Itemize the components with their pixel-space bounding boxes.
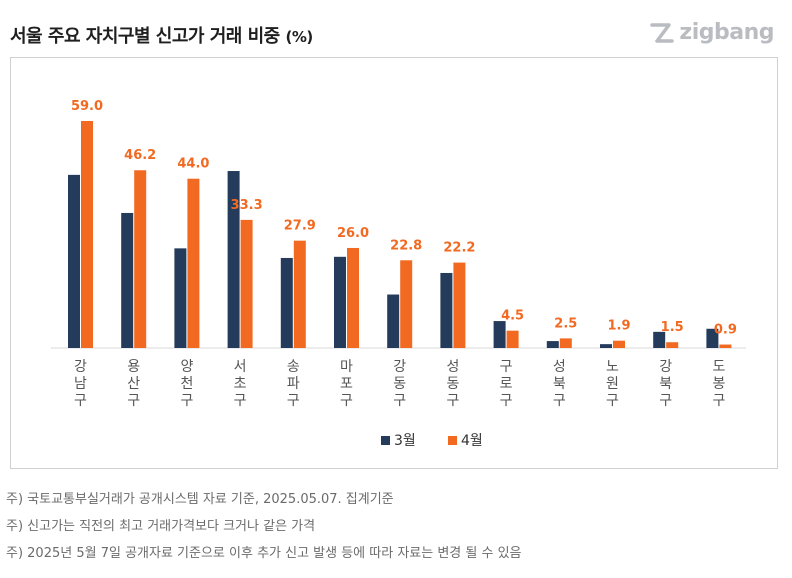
bar-march-3 — [227, 171, 240, 348]
bar-april-7 — [453, 262, 466, 348]
category-label-2-char-2: 구 — [180, 393, 193, 409]
category-label-3-char-2: 구 — [234, 393, 247, 409]
zigbang-logo-icon — [650, 22, 675, 43]
category-label-2-char-0: 양 — [180, 359, 193, 375]
category-label-5-char-1: 포 — [340, 376, 353, 392]
legend-swatch-march — [381, 436, 390, 445]
category-label-5-char-2: 구 — [340, 393, 353, 409]
data-label-april-11: 1.5 — [661, 320, 684, 335]
category-label-7-char-1: 동 — [446, 376, 459, 392]
zigbang-logo-text: zigbang — [679, 20, 774, 45]
data-label-april-9: 2.5 — [554, 316, 577, 331]
category-label-8-char-1: 로 — [500, 376, 513, 392]
footnote-disclaimer: 주) 2025년 5월 7일 공개자료 기준으로 이후 추가 신고 발생 등에 … — [6, 546, 522, 561]
footnote-definition: 주) 신고가는 직전의 최고 거래가격보다 크거나 같은 가격 — [6, 519, 316, 534]
chart-title: 서울 주요 자치구별 신고가 거래 비중 (%) — [10, 22, 313, 48]
data-label-april-8: 4.5 — [501, 309, 524, 324]
bar-chart: 59.0강남구46.2용산구44.0양천구33.3서초구27.9송파구26.0마… — [51, 99, 746, 449]
bar-march-8 — [493, 321, 506, 348]
legend-swatch-april — [448, 436, 457, 445]
legend-label-march: 3월 — [394, 433, 416, 449]
data-label-april-5: 26.0 — [337, 226, 369, 241]
bar-march-12 — [706, 328, 719, 348]
bar-april-4 — [293, 240, 306, 348]
category-label-12-char-0: 도 — [712, 359, 725, 375]
bar-april-0 — [81, 121, 93, 348]
category-label-0-char-0: 강 — [74, 359, 87, 375]
category-label-4-char-1: 파 — [287, 376, 300, 392]
category-label-3-char-0: 서 — [234, 359, 247, 375]
category-label-1-char-0: 용 — [127, 359, 140, 375]
category-label-0-char-2: 구 — [74, 393, 87, 409]
chart-title-text: 서울 주요 자치구별 신고가 거래 비중 — [10, 26, 280, 47]
bar-april-10 — [613, 340, 625, 348]
bar-march-0 — [68, 174, 80, 348]
bar-april-12 — [719, 344, 732, 348]
data-label-april-4: 27.9 — [284, 219, 316, 234]
bar-march-2 — [174, 248, 187, 348]
zigbang-logo: zigbang — [649, 20, 774, 45]
bar-april-1 — [134, 170, 147, 348]
bar-march-10 — [600, 344, 612, 348]
category-label-2-char-1: 천 — [180, 376, 193, 392]
data-label-april-1: 46.2 — [124, 148, 156, 163]
bar-april-11 — [666, 342, 679, 348]
data-label-april-2: 44.0 — [177, 157, 209, 172]
bar-march-5 — [334, 256, 346, 348]
category-label-12-char-1: 봉 — [712, 376, 725, 392]
category-label-7-char-2: 구 — [446, 393, 459, 409]
bar-march-4 — [280, 257, 293, 348]
category-label-6-char-1: 동 — [393, 376, 406, 392]
category-label-12-char-2: 구 — [712, 393, 725, 409]
category-label-5-char-0: 마 — [340, 359, 353, 375]
category-label-9-char-2: 구 — [553, 393, 566, 409]
data-label-april-10: 1.9 — [607, 319, 630, 334]
category-label-10-char-0: 노 — [606, 359, 619, 375]
data-label-april-7: 22.2 — [443, 241, 475, 256]
category-label-8-char-0: 구 — [500, 359, 513, 375]
category-label-8-char-2: 구 — [500, 393, 513, 409]
category-label-11-char-1: 북 — [659, 376, 672, 392]
bar-march-11 — [653, 331, 666, 348]
chart-area: 59.0 강 남 구 46.2 용 산 구 44.0 양 천 구 33.3 서 초 구 27.9 송 파 구 26.0 마… — [10, 57, 778, 469]
category-label-4-char-2: 구 — [287, 393, 300, 409]
category-label-10-char-2: 구 — [606, 393, 619, 409]
data-label-april-6: 22.8 — [390, 238, 422, 253]
footnote-source: 주) 국토교통부실거래가 공개시스템 자료 기준, 2025.05.07. 집계… — [6, 492, 394, 507]
bar-march-6 — [387, 294, 400, 348]
bar-march-1 — [121, 212, 134, 348]
data-label-april-0: 59.0 — [71, 99, 103, 114]
category-label-11-char-2: 구 — [659, 393, 672, 409]
bar-march-7 — [440, 272, 453, 348]
data-label-april-3: 33.3 — [231, 198, 263, 213]
bar-april-3 — [240, 219, 253, 348]
category-label-9-char-1: 북 — [553, 376, 566, 392]
bar-april-6 — [400, 260, 413, 348]
category-label-7-char-0: 성 — [446, 359, 459, 375]
category-label-10-char-1: 원 — [606, 376, 619, 392]
category-label-3-char-1: 초 — [234, 376, 247, 392]
bar-march-9 — [546, 341, 559, 348]
bar-april-5 — [347, 247, 359, 348]
legend-label-april: 4월 — [461, 433, 483, 449]
category-label-1-char-2: 구 — [127, 393, 140, 409]
bar-april-8 — [506, 330, 519, 348]
category-label-0-char-1: 남 — [74, 376, 87, 392]
bar-april-2 — [187, 178, 200, 348]
category-label-1-char-1: 산 — [127, 376, 140, 392]
footnotes: 주) 국토교통부실거래가 공개시스템 자료 기준, 2025.05.07. 집계… — [6, 486, 522, 567]
category-label-9-char-0: 성 — [553, 359, 566, 375]
chart-title-unit: (%) — [285, 28, 314, 46]
data-label-april-12: 0.9 — [714, 323, 737, 338]
category-label-6-char-0: 강 — [393, 359, 406, 375]
category-label-4-char-0: 송 — [287, 359, 300, 375]
category-label-6-char-2: 구 — [393, 393, 406, 409]
bar-april-9 — [559, 338, 572, 348]
category-label-11-char-0: 강 — [659, 359, 672, 375]
